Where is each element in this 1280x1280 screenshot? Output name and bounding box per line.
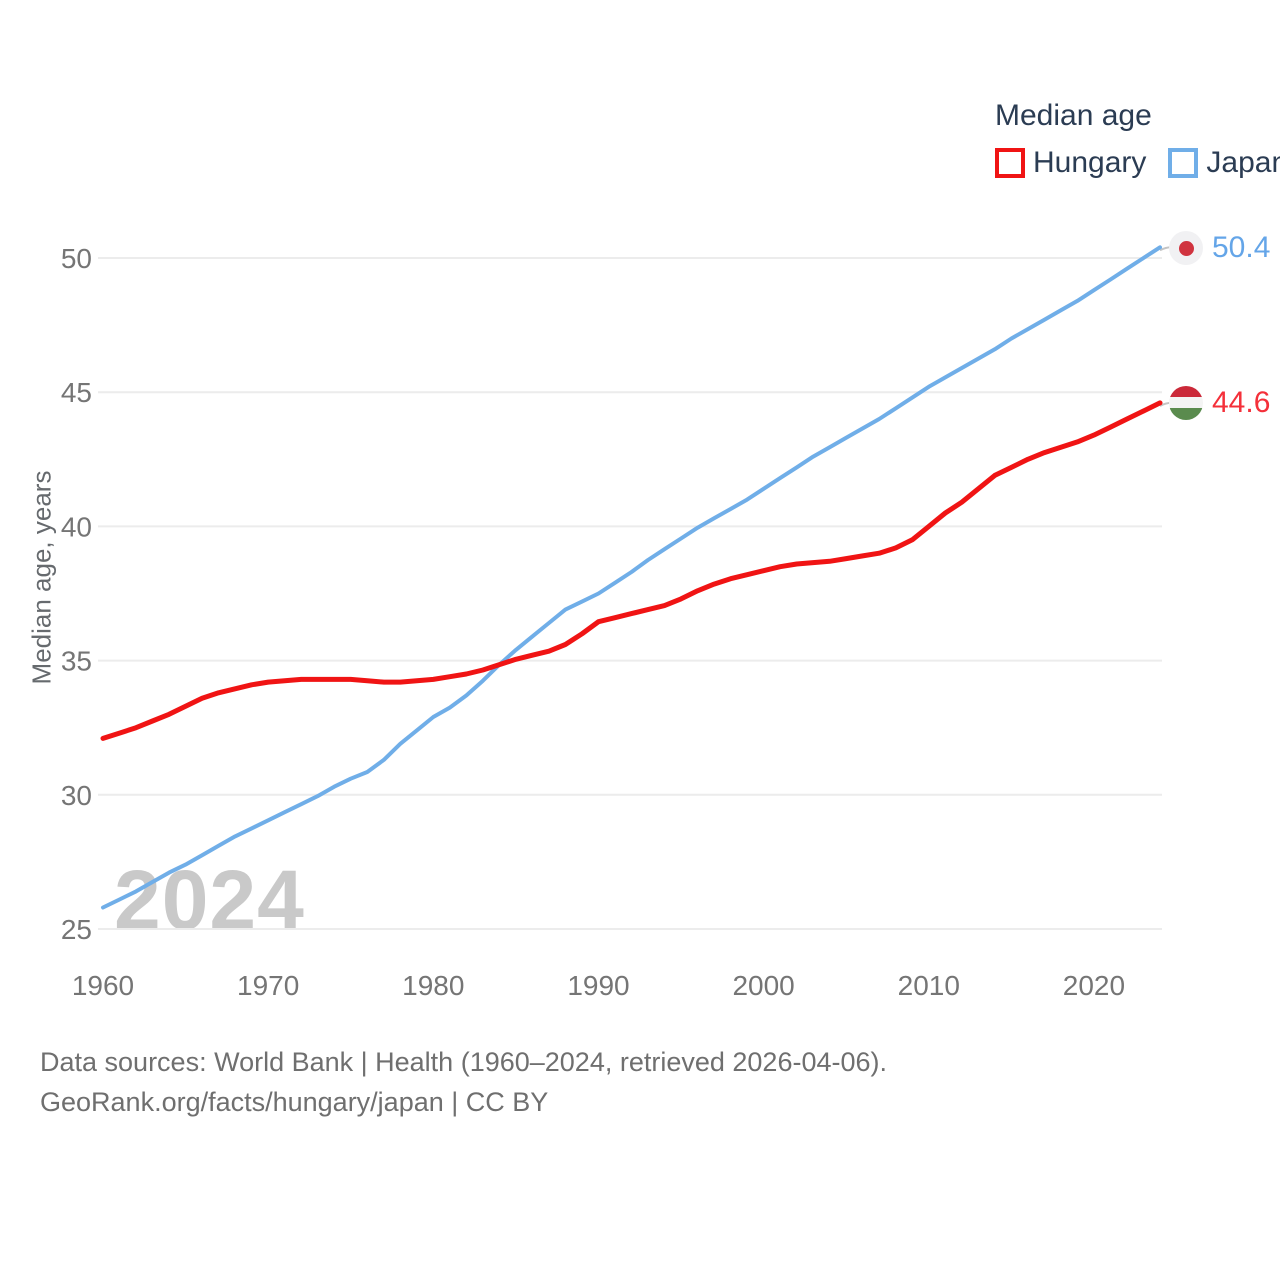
legend-label-hungary: Hungary [1033,146,1147,179]
caption-attribution: GeoRank.org/facts/hungary/japan | CC BY [40,1087,549,1117]
japan-flag-dot [1178,240,1194,256]
hungary-end-value: 44.6 [1212,386,1271,419]
hungary-end-tag: 44.6 [1169,386,1270,420]
hungary-flag-icon [1169,386,1203,420]
hungary-line[interactable] [100,400,1163,741]
japan-flag-icon [1169,231,1203,265]
x-tick-2010: 2010 [898,970,960,1001]
legend-item-japan[interactable]: Japan [1168,146,1280,180]
japan-line[interactable] [101,245,1162,910]
y-tick-35: 35 [61,646,92,677]
y-tick-45: 45 [61,377,92,408]
legend-row: Hungary Japan [995,146,1280,180]
japan-end-value: 50.4 [1212,231,1271,264]
legend-title: Median age [995,99,1152,132]
caption-sources: Data sources: World Bank | Health (1960–… [40,1047,887,1077]
legend-item-hungary[interactable]: Hungary [995,146,1146,180]
y-tick-30: 30 [61,780,92,811]
x-tick-1980: 1980 [402,970,464,1001]
chart-caption: Data sources: World Bank | Health (1960–… [40,1042,887,1122]
japan-swatch-icon[interactable] [1168,148,1199,178]
y-tick-40: 40 [61,511,92,542]
y-axis-title: Median age, years [26,470,57,685]
x-tick-1960: 1960 [72,970,134,1001]
x-tick-1970: 1970 [237,970,299,1001]
x-tick-1990: 1990 [567,970,629,1001]
y-tick-25: 25 [61,914,92,945]
hungary-swatch-icon[interactable] [995,148,1025,178]
x-tick-2020: 2020 [1063,970,1125,1001]
x-tick-2000: 2000 [732,970,794,1001]
legend: Median age Hungary Japan [995,99,1280,180]
y-tick-50: 50 [61,243,92,274]
japan-end-tag: 50.4 [1169,231,1270,265]
legend-label-japan: Japan [1206,146,1280,179]
